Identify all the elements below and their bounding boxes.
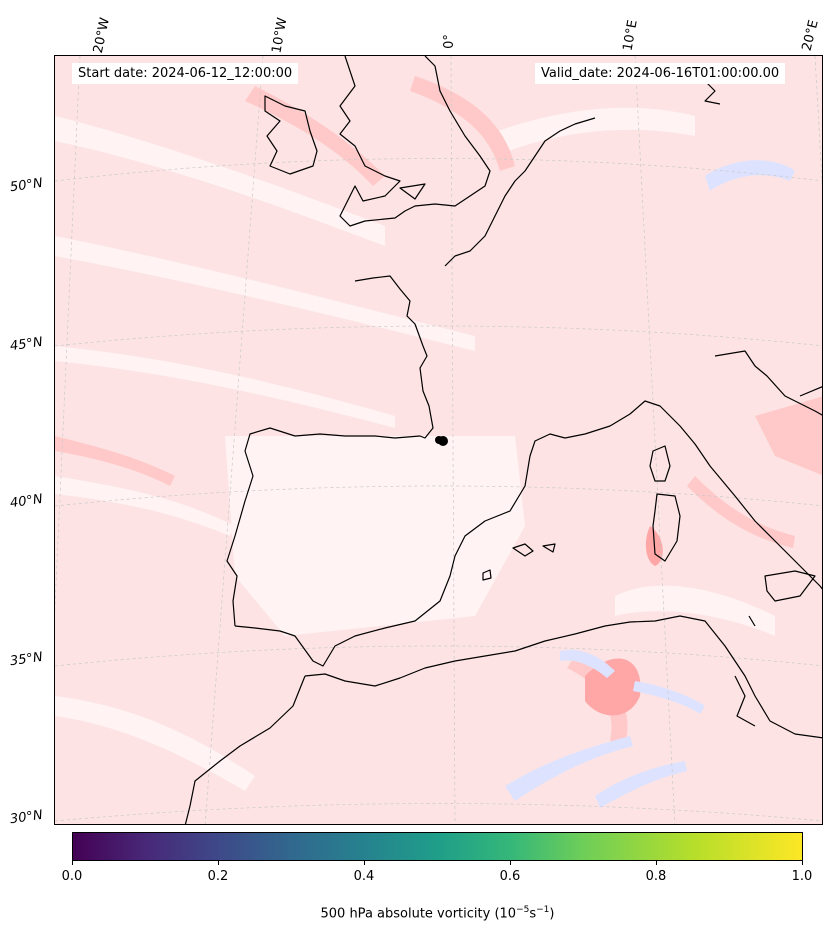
colorbar-tick-label: 0.0 bbox=[61, 869, 83, 884]
colorbar-title: 500 hPa absolute vorticity (10−5s−1) bbox=[320, 905, 555, 922]
lat-label-40n: 40°N bbox=[9, 491, 44, 512]
colorbar-tick-label: 0.2 bbox=[207, 869, 229, 884]
colorbar-tick-label: 1.0 bbox=[791, 869, 813, 884]
vorticity-map bbox=[55, 56, 822, 824]
graticule bbox=[55, 56, 822, 824]
vorticity-negative-patches bbox=[505, 160, 795, 808]
colorbar-tick bbox=[364, 861, 365, 865]
lon-label-20w: 20°W bbox=[90, 16, 114, 55]
colorbar-tick bbox=[218, 861, 219, 865]
observation-marker[interactable] bbox=[435, 436, 448, 446]
lon-label-20e: 20°E bbox=[799, 18, 822, 53]
start-date-label: Start date: 2024-06-12_12:00:00 bbox=[72, 63, 299, 84]
lon-label-0: 0° bbox=[441, 34, 457, 49]
colorbar-tick-label: 0.8 bbox=[645, 869, 667, 884]
lat-label-45n: 45°N bbox=[9, 334, 44, 355]
colorbar-tick bbox=[802, 861, 803, 865]
lon-label-10w: 10°W bbox=[269, 16, 291, 55]
valid-date-label: Valid_date: 2024-06-16T01:00:00.00 bbox=[535, 63, 786, 84]
vorticity-light-bands bbox=[55, 107, 775, 791]
lon-label-10e: 10°E bbox=[620, 18, 641, 53]
vorticity-strong-bands bbox=[55, 76, 822, 746]
map-panel[interactable] bbox=[54, 55, 823, 825]
lat-label-35n: 35°N bbox=[9, 649, 44, 670]
colorbar-tick bbox=[72, 861, 73, 865]
colorbar-tick-label: 0.6 bbox=[499, 869, 521, 884]
colorbar-tick bbox=[510, 861, 511, 865]
lat-label-30n: 30°N bbox=[9, 807, 44, 828]
colorbar-tick-label: 0.4 bbox=[353, 869, 375, 884]
colorbar-tick bbox=[656, 861, 657, 865]
lat-label-50n: 50°N bbox=[9, 175, 44, 196]
colorbar bbox=[72, 832, 803, 861]
